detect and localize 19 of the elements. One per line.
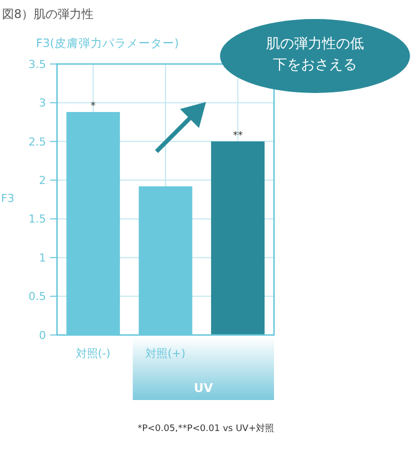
annotation: 肌の弾力性の低下をおさえる: [265, 35, 365, 75]
y-tick-label: 0: [39, 328, 46, 342]
annotation: *: [90, 101, 96, 112]
chart-subtitle: F3(皮膚弾力パラメーター): [36, 36, 179, 50]
y-tick-label: 0.5: [28, 290, 46, 304]
y-tick-label: 2: [39, 174, 46, 187]
x-tick-label: 対照(-): [76, 347, 110, 360]
annotation: **: [232, 130, 243, 142]
y-tick-label: 3: [39, 96, 46, 110]
y-tick-label: 2.5: [28, 135, 46, 148]
y-axis-title: F3: [1, 192, 14, 205]
bar: [211, 141, 265, 335]
y-tick-label: 1: [39, 251, 46, 264]
y-tick-label: 3.5: [28, 58, 46, 71]
text: *P<0.05,**P<0.01 vs UV+対照: [138, 423, 274, 434]
y-tick-label: 1.5: [28, 212, 46, 226]
x-tick-label: 対照(+): [146, 347, 186, 360]
text: UV: [194, 381, 214, 395]
chart-title: 図8）肌の弾力性: [2, 7, 94, 21]
